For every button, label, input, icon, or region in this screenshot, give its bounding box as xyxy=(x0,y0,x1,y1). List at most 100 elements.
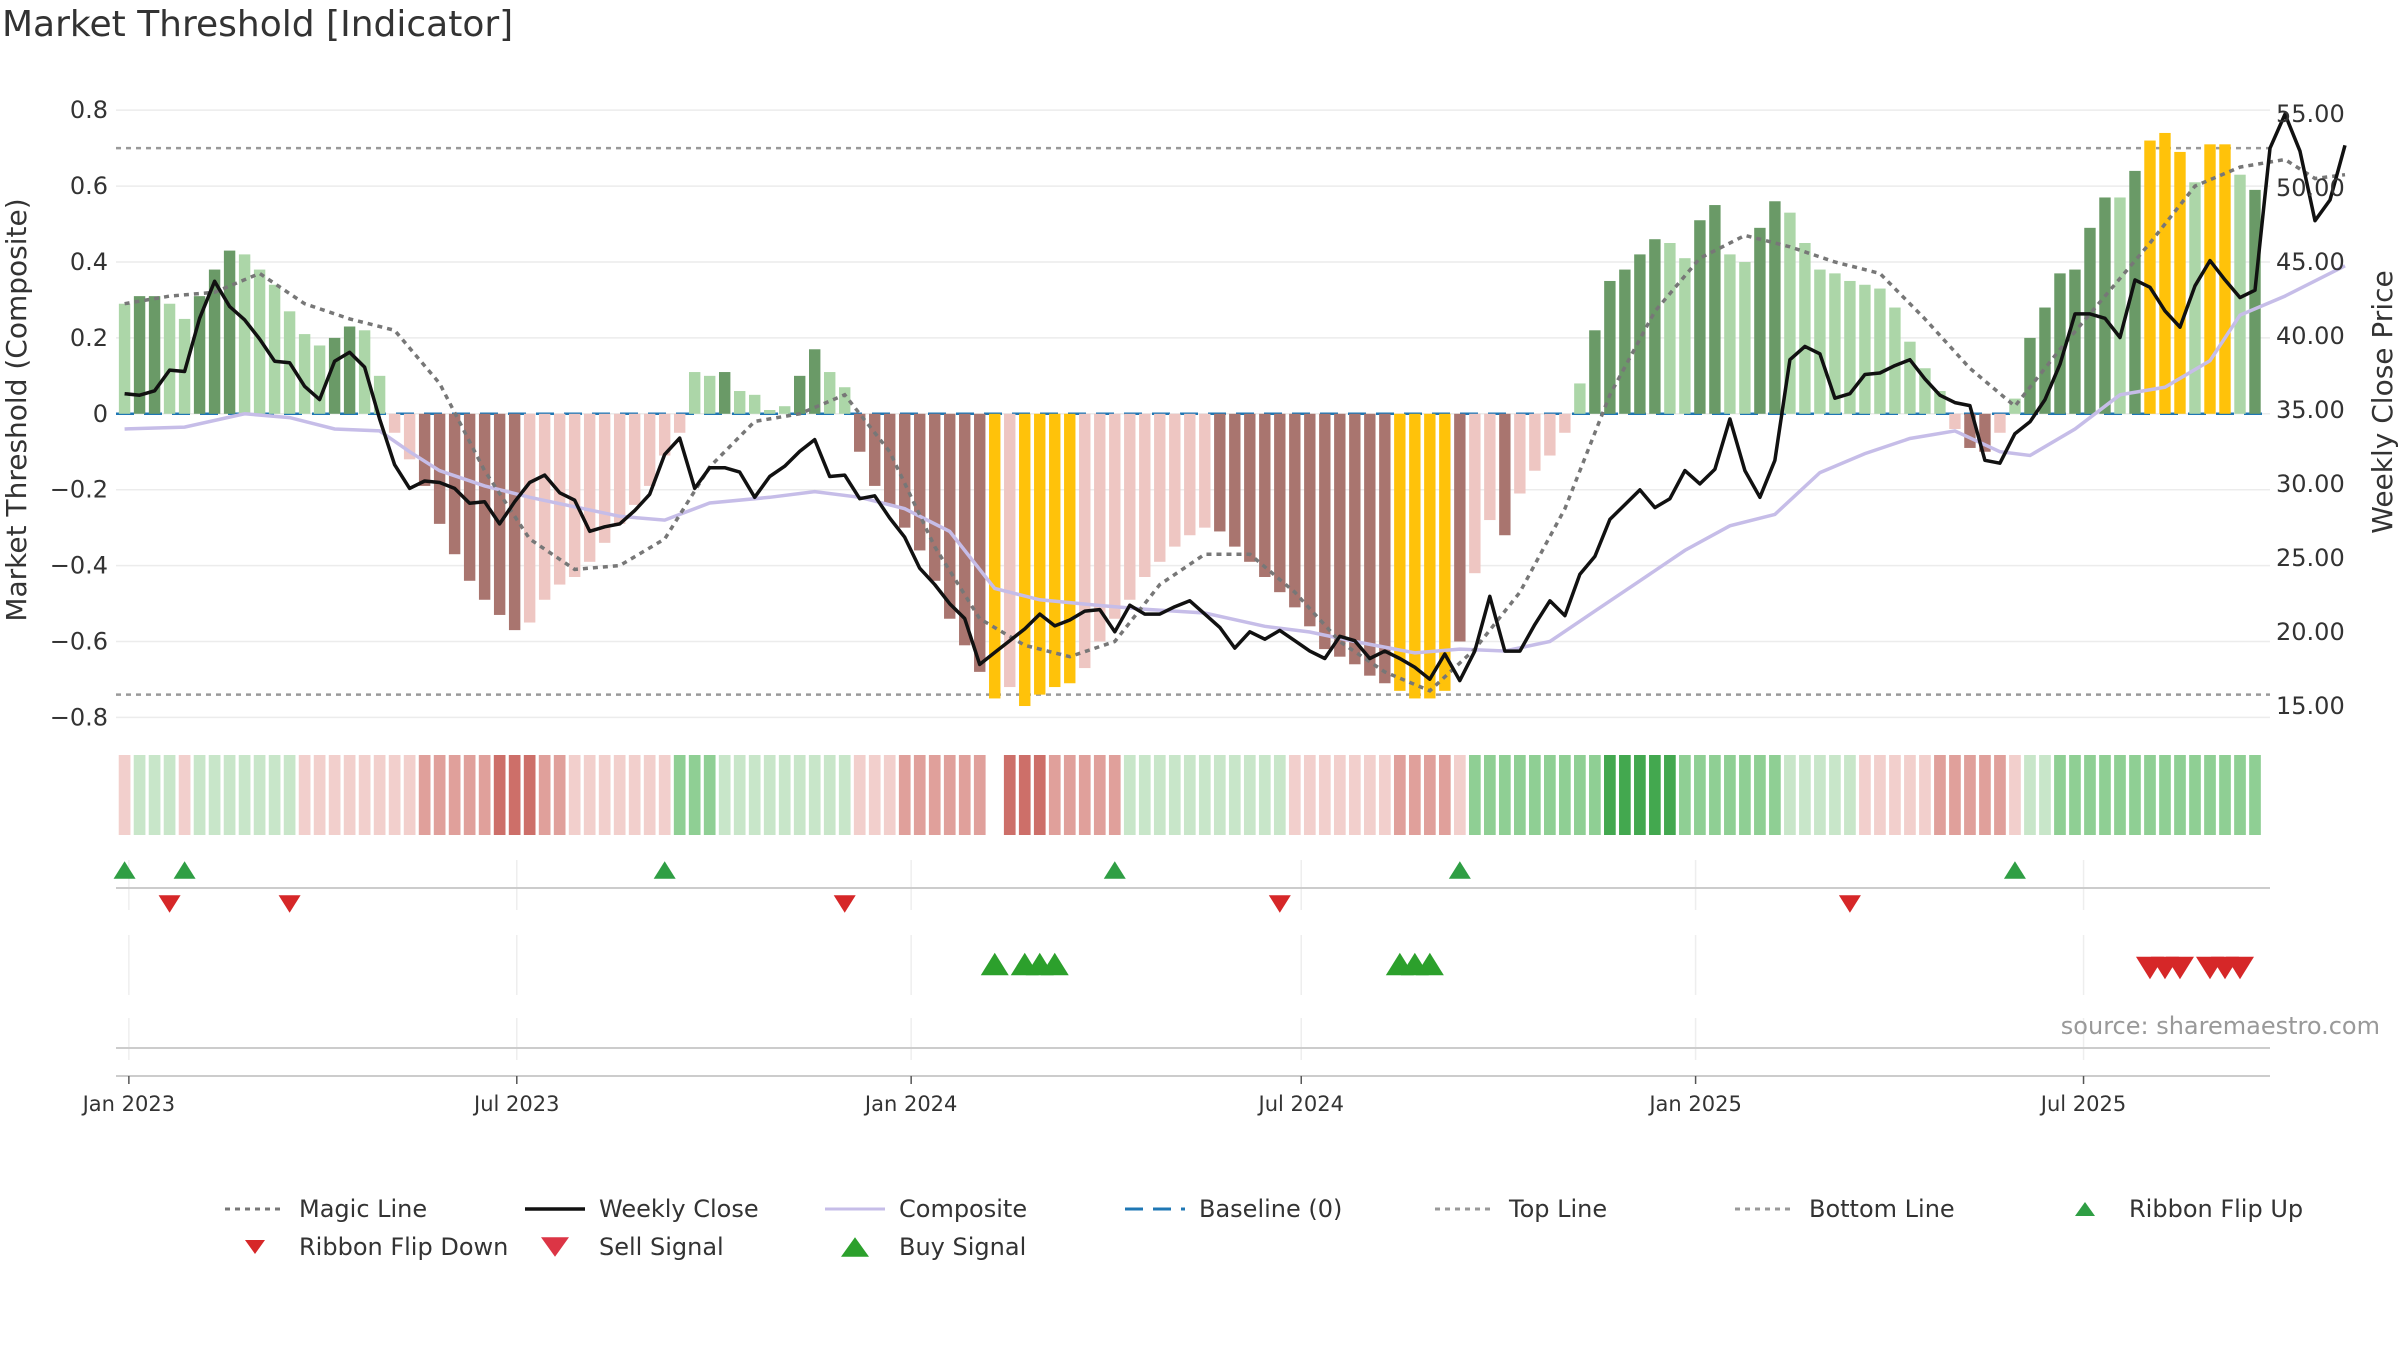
composite-bar xyxy=(163,303,176,414)
ribbon-cell xyxy=(1108,755,1121,835)
ribbon-cell xyxy=(463,755,476,835)
y-tick-label: 0.8 xyxy=(70,96,108,124)
composite-bar xyxy=(463,413,476,581)
ribbon-flip-down-marker xyxy=(278,895,301,913)
composite-bar xyxy=(824,372,836,414)
composite-bars xyxy=(118,132,2261,707)
composite-bar xyxy=(1574,383,1586,414)
ribbon-cell xyxy=(718,755,731,835)
ribbon-cell xyxy=(373,755,386,835)
composite-bar xyxy=(2234,174,2246,414)
legend-label: Ribbon Flip Up xyxy=(2129,1195,2304,1223)
buy-signal-marker xyxy=(1415,952,1444,976)
y-axis-title: Market Threshold (Composite) xyxy=(0,198,33,621)
ribbon-cell xyxy=(2234,755,2246,835)
ribbon-cell xyxy=(808,755,821,835)
ribbon-cell xyxy=(1408,755,1421,835)
sell-signal-marker xyxy=(2225,956,2254,980)
composite-bar xyxy=(133,296,146,414)
composite-bar xyxy=(2144,140,2156,414)
ribbon-cell xyxy=(568,755,581,835)
ribbon-cell xyxy=(1679,755,1691,835)
composite-bar xyxy=(1034,413,1046,695)
ribbon-cell xyxy=(883,755,896,835)
ribbon-cell xyxy=(853,755,866,835)
composite-bar xyxy=(583,413,596,562)
ribbon-cell xyxy=(1288,755,1301,835)
composite-bar xyxy=(1214,413,1226,532)
composite-bar xyxy=(478,413,491,600)
legend-item-bottom-line: Bottom Line xyxy=(1735,1195,1955,1223)
legend-item-ribbon-flip-up: Ribbon Flip Up xyxy=(2055,1195,2303,1223)
ribbon-cell xyxy=(1153,755,1166,835)
ribbon-cell xyxy=(1483,755,1496,835)
composite-bar xyxy=(1784,212,1796,414)
ribbon-cell xyxy=(1318,755,1331,835)
composite-bar xyxy=(1229,413,1241,547)
composite-bar xyxy=(388,413,401,433)
composite-bar xyxy=(1814,269,1826,414)
composite-bar xyxy=(643,413,656,486)
composite-bar xyxy=(764,410,776,414)
ribbon-cell xyxy=(703,755,716,835)
y-tick-label: −0.6 xyxy=(50,628,108,656)
composite-bar xyxy=(1904,341,1916,414)
ribbon-cell xyxy=(2114,755,2126,835)
composite-bar xyxy=(313,345,326,414)
composite-bar xyxy=(929,413,941,581)
y-tick-label: 0.4 xyxy=(70,248,108,276)
x-tick-label: Jan 2025 xyxy=(1647,1092,1742,1116)
ribbon-cell xyxy=(118,755,131,835)
ribbon-flip-up-marker xyxy=(113,861,136,879)
composite-bar xyxy=(1619,269,1631,414)
ribbon-cell xyxy=(1093,755,1106,835)
composite-bar xyxy=(2039,307,2051,414)
ribbon-cell xyxy=(1303,755,1316,835)
composite-bar xyxy=(1139,413,1151,577)
composite-bar xyxy=(1559,413,1571,433)
composite-bar xyxy=(1934,391,1946,414)
composite-bar xyxy=(1319,413,1331,650)
x-tick-label: Jan 2024 xyxy=(863,1092,958,1116)
composite-bar xyxy=(1484,413,1496,521)
composite-bar xyxy=(1349,413,1361,665)
legend-swatch xyxy=(1435,1207,1495,1211)
composite-bar xyxy=(2189,182,2201,414)
legend-item-ribbon-flip-down: Ribbon Flip Down xyxy=(225,1233,508,1261)
ribbon-cell xyxy=(1544,755,1556,835)
ribbon-cell xyxy=(958,755,971,835)
composite-bar xyxy=(658,413,671,456)
composite-bar xyxy=(2024,337,2036,414)
ribbon-cell xyxy=(928,755,941,835)
ribbon-cell xyxy=(973,755,986,835)
legend-label: Composite xyxy=(899,1195,1028,1223)
composite-bar xyxy=(403,413,416,460)
ribbon-cell xyxy=(793,755,806,835)
ribbon-flip-up-marker xyxy=(1448,861,1471,879)
composite-bar xyxy=(974,413,986,672)
legend-swatch-mark xyxy=(2075,1202,2095,1216)
y2-axis-title: Weekly Close Price xyxy=(2366,270,2399,533)
legend-item-baseline-0: Baseline (0) xyxy=(1125,1195,1342,1223)
composite-bar xyxy=(418,413,431,486)
ribbon-cell xyxy=(1979,755,1991,835)
ribbon-cell xyxy=(2204,755,2216,835)
composite-bar xyxy=(1664,243,1676,414)
legend-item-buy-signal: Buy Signal xyxy=(825,1233,1026,1261)
y2-tick-label: 40.00 xyxy=(2276,322,2345,350)
ribbon-cell xyxy=(1634,755,1646,835)
composite-bar xyxy=(1244,413,1256,562)
composite-bar xyxy=(613,413,626,524)
composite-bar xyxy=(118,303,131,414)
composite-bar xyxy=(1064,413,1076,684)
composite-bar xyxy=(1199,413,1211,528)
composite-bar xyxy=(1454,413,1466,642)
composite-bar xyxy=(2114,197,2126,414)
composite-bar xyxy=(1754,227,1766,414)
ribbon-cell xyxy=(1198,755,1211,835)
ribbon-cell xyxy=(238,755,251,835)
composite-bar xyxy=(1394,413,1406,691)
ribbon-cell xyxy=(1769,755,1781,835)
composite-bar xyxy=(1124,413,1136,600)
composite-bar xyxy=(328,337,341,414)
